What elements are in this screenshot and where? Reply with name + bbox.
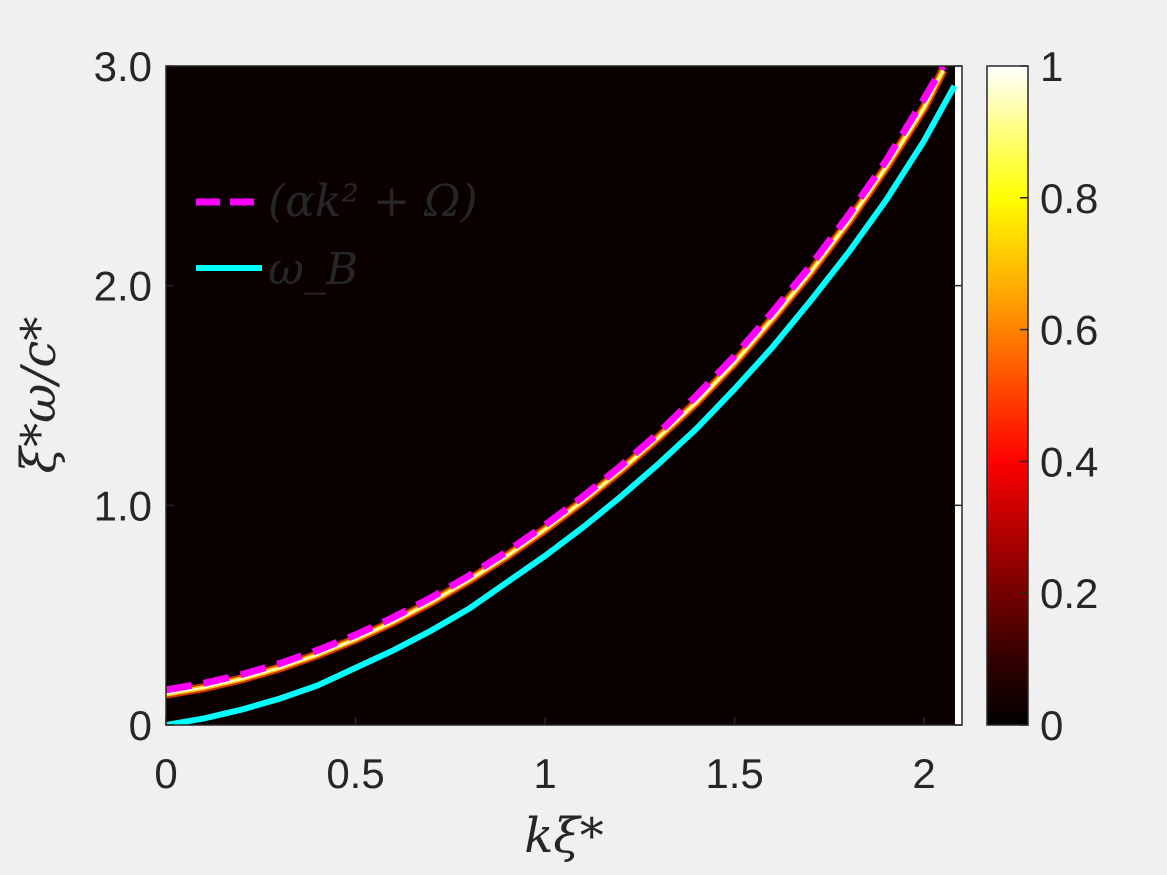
series-dashed-line — [166, 66, 947, 694]
heat-ridge-core — [166, 69, 944, 696]
x-tick-label: 0.5 — [326, 750, 384, 797]
x-axis-label: kξ* — [524, 808, 604, 864]
colorbar-tick-label: 0.2 — [1040, 570, 1098, 617]
colorbar-tick-label: 0.8 — [1040, 175, 1098, 222]
x-tick-label: 0 — [154, 750, 177, 797]
legend-label-2: ω_B — [268, 244, 358, 295]
legend-label-1: (αk² + Ω) — [268, 176, 478, 227]
x-axis-ticks: 0 0.5 1 1.5 2 — [154, 717, 936, 797]
colorbar-ticks: 0 0.2 0.4 0.6 0.8 1 — [1020, 43, 1098, 749]
colorbar — [986, 65, 1029, 726]
y-tick-label: 2.0 — [94, 263, 152, 310]
y-axis-ticks: 0 1.0 2.0 3.0 — [94, 43, 962, 749]
series-solid-line — [166, 84, 958, 725]
colorbar-tick-label: 0.6 — [1040, 307, 1098, 354]
plot-frame — [165, 65, 963, 726]
colorbar-tick-label: 0 — [1040, 702, 1063, 749]
y-tick-label: 1.0 — [94, 482, 152, 529]
y-tick-label: 3.0 — [94, 43, 152, 90]
y-axis-label: ξ*ω/c* — [11, 317, 67, 474]
x-tick-label: 1 — [533, 750, 556, 797]
x-tick-label: 1.5 — [705, 750, 763, 797]
plot-area — [166, 66, 962, 725]
x-tick-label: 2 — [912, 750, 935, 797]
colorbar-tick-label: 0.4 — [1040, 438, 1098, 485]
y-tick-label: 0 — [129, 702, 152, 749]
curves-layer — [166, 66, 958, 725]
colorbar-tick-label: 1 — [1040, 43, 1063, 90]
plot-edge-strip — [955, 66, 962, 725]
legend: (αk² + Ω) ω_B — [196, 176, 478, 295]
